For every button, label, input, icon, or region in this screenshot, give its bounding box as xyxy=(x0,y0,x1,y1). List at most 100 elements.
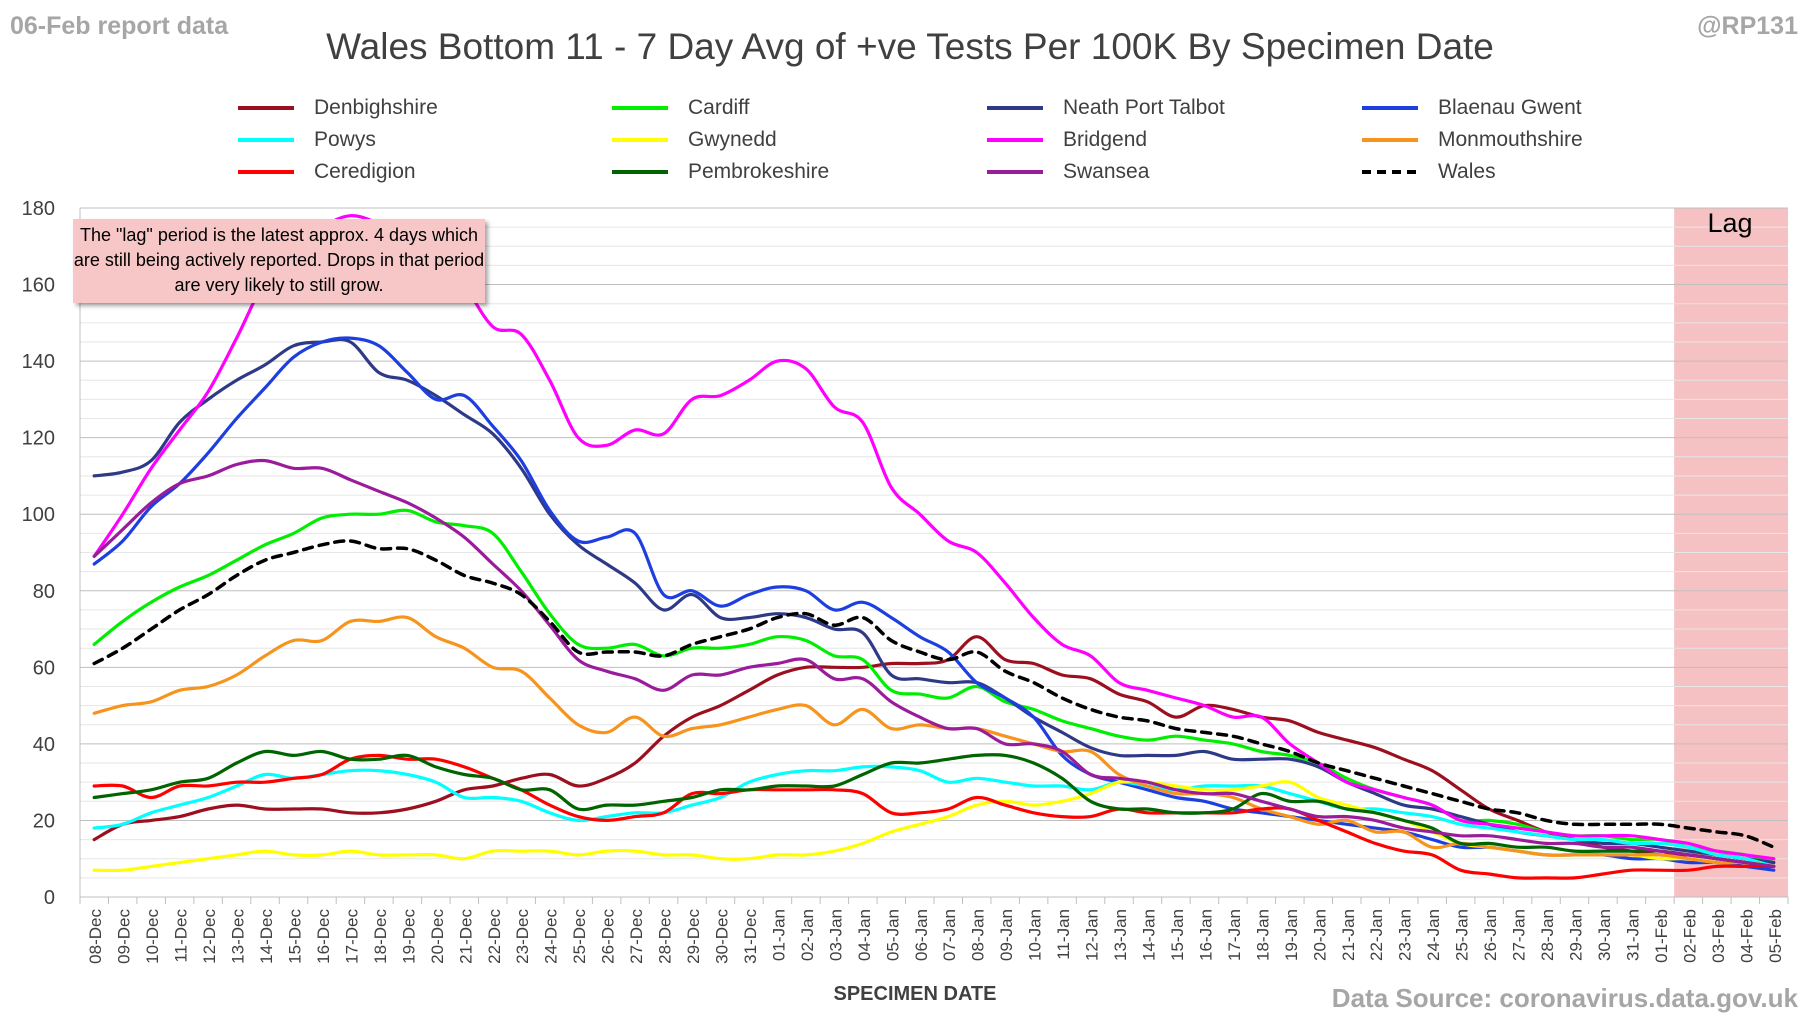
x-tick-label: 02-Feb xyxy=(1680,909,1699,963)
axes xyxy=(79,208,1789,904)
x-tick-label: 07-Jan xyxy=(940,909,959,961)
legend-swatch xyxy=(612,138,668,142)
legend-swatch xyxy=(1362,106,1418,110)
legend-label: Bridgend xyxy=(1063,128,1148,151)
x-tick-label: 29-Dec xyxy=(684,909,703,964)
legend-swatch xyxy=(1362,170,1418,174)
x-tick-label: 05-Feb xyxy=(1766,909,1785,963)
series-line-pembrokeshire xyxy=(92,749,1776,868)
legend-label: Pembrokeshire xyxy=(688,160,830,183)
legend-label: Wales xyxy=(1438,160,1496,183)
x-tick-label: 11-Dec xyxy=(172,909,191,963)
x-tick-label: 08-Jan xyxy=(969,909,988,961)
y-tick-label: 40 xyxy=(33,734,55,756)
x-tick-labels: 08-Dec 09-Dec 10-Dec 11-Dec 12-Dec 13-Dec 14-D… xyxy=(86,909,1785,964)
x-tick-label: 15-Jan xyxy=(1168,909,1187,961)
x-tick-label: 21-Jan xyxy=(1339,909,1358,961)
legend-swatch xyxy=(987,138,1043,142)
x-tick-label: 26-Jan xyxy=(1481,909,1500,961)
x-tick-label: 09-Dec xyxy=(115,909,134,964)
x-tick-label: 02-Jan xyxy=(798,909,817,961)
series-line-ceredigion xyxy=(92,753,1776,880)
y-tick-label: 0 xyxy=(44,887,55,909)
lag-label: Lag xyxy=(1707,208,1753,238)
x-tick-label: 19-Jan xyxy=(1282,909,1301,961)
chart-title: Wales Bottom 11 - 7 Day Avg of +ve Tests… xyxy=(326,26,1494,67)
x-tick-label: 21-Dec xyxy=(456,909,475,964)
x-tick-label: 19-Dec xyxy=(399,909,418,964)
x-tick-label: 17-Dec xyxy=(342,909,361,964)
x-tick-label: 27-Dec xyxy=(627,909,646,964)
x-tick-label: 10-Dec xyxy=(143,909,162,964)
legend-swatch xyxy=(1362,138,1418,142)
author-handle: @RP131 xyxy=(1697,12,1798,40)
x-tick-label: 16-Dec xyxy=(314,909,333,964)
x-tick-label: 10-Jan xyxy=(1026,909,1045,961)
x-tick-label: 29-Jan xyxy=(1567,909,1586,961)
x-tick-label: 08-Dec xyxy=(86,909,105,964)
legend-swatch xyxy=(238,170,294,174)
x-tick-label: 18-Dec xyxy=(371,909,390,964)
x-tick-label: 22-Jan xyxy=(1367,909,1386,961)
x-tick-label: 03-Jan xyxy=(826,909,845,961)
legend-label: Denbighshire xyxy=(314,96,438,119)
x-tick-label: 22-Dec xyxy=(485,909,504,964)
x-tick-label: 01-Jan xyxy=(769,909,788,961)
x-tick-label: 15-Dec xyxy=(286,909,305,964)
x-tick-label: 31-Dec xyxy=(741,909,760,964)
x-tick-label: 24-Jan xyxy=(1424,909,1443,961)
x-tick-label: 12-Jan xyxy=(1083,909,1102,961)
x-tick-label: 27-Jan xyxy=(1510,909,1529,961)
legend-label: Ceredigion xyxy=(314,160,416,183)
series-line-monmouthshire xyxy=(92,615,1776,868)
x-tick-label: 06-Jan xyxy=(912,909,931,961)
legend-label: Swansea xyxy=(1063,160,1150,183)
legend-swatch xyxy=(238,106,294,110)
x-tick-label: 26-Dec xyxy=(599,909,618,964)
x-tick-label: 04-Feb xyxy=(1737,909,1756,963)
y-tick-label: 20 xyxy=(33,810,55,832)
x-tick-label: 24-Dec xyxy=(542,909,561,964)
series-lines xyxy=(92,214,1776,880)
x-tick-label: 20-Dec xyxy=(428,909,447,964)
lag-note: The "lag" period is the latest approx. 4… xyxy=(73,219,485,303)
x-tick-label: 28-Dec xyxy=(656,909,675,964)
x-tick-label: 13-Jan xyxy=(1111,909,1130,961)
x-tick-label: 05-Jan xyxy=(883,909,902,961)
x-tick-label: 31-Jan xyxy=(1623,909,1642,961)
gridlines xyxy=(80,207,1788,879)
series-line-denbighshire xyxy=(92,635,1776,868)
x-tick-label: 25-Dec xyxy=(570,909,589,964)
legend-swatch xyxy=(612,106,668,110)
data-source: Data Source: coronavirus.data.gov.uk xyxy=(1331,983,1798,1013)
x-tick-label: 14-Dec xyxy=(257,909,276,964)
x-tick-label: 23-Dec xyxy=(513,909,532,964)
y-tick-label: 80 xyxy=(33,581,55,603)
x-tick-label: 16-Jan xyxy=(1196,909,1215,961)
x-tick-label: 09-Jan xyxy=(997,909,1016,961)
series-line-cardiff xyxy=(92,508,1776,865)
x-axis-label: SPECIMEN DATE xyxy=(833,983,997,1005)
x-tick-label: 04-Jan xyxy=(855,909,874,961)
x-tick-label: 30-Dec xyxy=(713,909,732,964)
x-tick-label: 01-Feb xyxy=(1652,909,1671,963)
x-tick-label: 18-Jan xyxy=(1253,909,1272,961)
series-line-blaenau-gwent xyxy=(92,336,1776,872)
legend-label: Gwynedd xyxy=(688,128,777,151)
legend-label: Monmouthshire xyxy=(1438,128,1583,151)
legend-swatch xyxy=(987,170,1043,174)
y-tick-label: 160 xyxy=(22,275,55,297)
y-tick-label: 60 xyxy=(33,657,55,679)
x-tick-label: 28-Jan xyxy=(1538,909,1557,961)
series-line-neath-port-talbot xyxy=(92,337,1776,865)
y-tick-labels: 0 20 40 60 80 100 120 140 160 180 xyxy=(22,198,55,909)
x-tick-label: 20-Jan xyxy=(1310,909,1329,961)
y-tick-label: 120 xyxy=(22,428,55,450)
legend-label: Neath Port Talbot xyxy=(1063,96,1225,119)
x-tick-label: 25-Jan xyxy=(1453,909,1472,961)
x-tick-label: 17-Jan xyxy=(1225,909,1244,961)
report-date: 06-Feb report data xyxy=(10,12,229,40)
x-tick-label: 30-Jan xyxy=(1595,909,1614,961)
legend-swatch xyxy=(612,170,668,174)
